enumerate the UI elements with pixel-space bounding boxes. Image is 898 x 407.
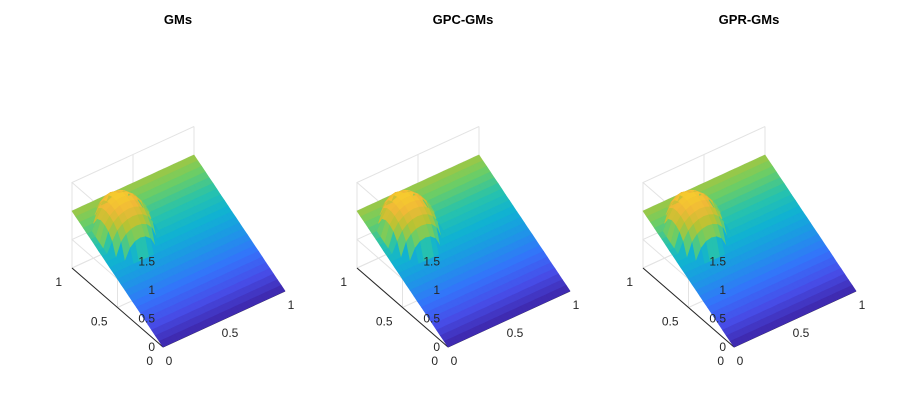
z-tick-label: 1 [433,283,440,297]
y-axis-line [71,267,164,348]
z-tick-label: 1.5 [138,255,155,269]
z-tick-label: 1 [719,283,726,297]
surface-patch [275,284,286,294]
chart-title: GMs [164,12,192,27]
tick-labels: 0 0.5 1 1.5 0 0.5 1 0 0.5 1 [626,255,865,369]
panel-2: 0 0.5 1 1.5 0 0.5 1 0 0.5 1 GPC-GMs [340,12,579,368]
y-tick-label: 1 [55,275,62,289]
x-tick-label: 0 [166,354,173,368]
surface [71,154,286,348]
x-tick-label: 0.5 [507,326,524,340]
chart-title: GPR-GMs [719,12,780,27]
panel-1: 0 0.5 1 1.5 0 0.5 1 0 0.5 1 GMs [55,12,294,368]
surface [642,154,857,348]
y-tick-label: 0.5 [91,315,108,329]
z-tick-label: 0 [148,340,155,354]
chart-title: GPC-GMs [433,12,494,27]
x-tick-label: 1 [288,298,295,312]
x-tick-label: 0.5 [222,326,239,340]
y-tick-label: 1 [626,275,633,289]
x-tick-label: 0 [451,354,458,368]
x-tick-label: 1 [573,298,580,312]
y-axis-line [642,267,735,348]
tick-labels: 0 0.5 1 1.5 0 0.5 1 0 0.5 1 [55,255,294,369]
y-tick-label: 0.5 [376,315,393,329]
z-tick-label: 0 [433,340,440,354]
y-axis-line [356,267,449,348]
z-tick-label: 0.5 [709,312,726,326]
y-tick-label: 0 [717,354,724,368]
y-tick-label: 1 [340,275,347,289]
y-tick-label: 0 [146,354,153,368]
surface-patch [560,284,571,294]
z-tick-label: 0.5 [423,312,440,326]
z-tick-label: 0 [719,340,726,354]
surface [356,154,571,348]
x-tick-label: 0.5 [793,326,810,340]
y-tick-label: 0 [431,354,438,368]
z-tick-label: 1.5 [709,255,726,269]
surface-patch [846,284,857,294]
x-tick-label: 0 [737,354,744,368]
tick-labels: 0 0.5 1 1.5 0 0.5 1 0 0.5 1 [340,255,579,369]
x-tick-label: 1 [859,298,866,312]
panel-3: 0 0.5 1 1.5 0 0.5 1 0 0.5 1 GPR-GMs [626,12,865,368]
z-tick-label: 0.5 [138,312,155,326]
z-tick-label: 1 [148,283,155,297]
y-tick-label: 0.5 [662,315,679,329]
z-tick-label: 1.5 [423,255,440,269]
